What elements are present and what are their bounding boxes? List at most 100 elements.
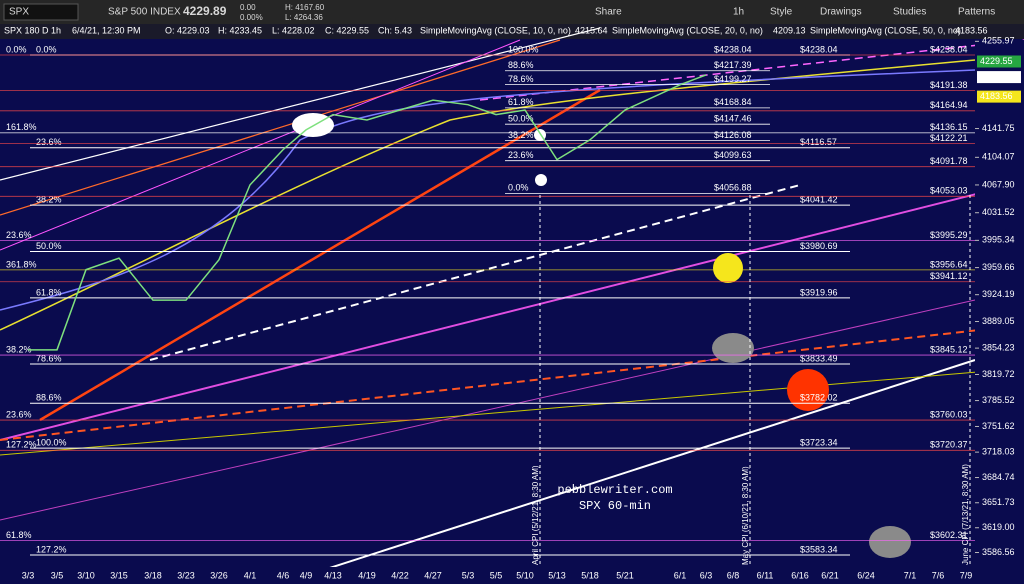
y-tick-label: 3854.23: [982, 342, 1015, 352]
price-badge: [977, 71, 1021, 84]
fib-ratio: 127.2%: [36, 544, 67, 554]
level-ratio: 61.8%: [6, 530, 32, 540]
level-ratio: 361.8%: [6, 259, 37, 269]
pattern-fib-ratio: 88.6%: [508, 60, 534, 70]
fib-ratio: 88.6%: [36, 393, 62, 403]
x-tick-label: 3/18: [144, 570, 162, 580]
legend-low: L: 4228.02: [272, 25, 315, 35]
x-tick-label: 4/9: [300, 570, 313, 580]
pattern-fib-ratio: 61.8%: [508, 97, 534, 107]
x-tick-label: 5/13: [548, 570, 566, 580]
fib-ratio: 78.6%: [36, 353, 62, 363]
trendline: [0, 367, 1024, 456]
pattern-fib-ratio: 23.6%: [508, 150, 534, 160]
x-tick-label: 3/15: [110, 570, 128, 580]
level-price: $4122.21: [930, 133, 968, 143]
trendline: [0, 27, 601, 181]
trendline: [39, 88, 601, 422]
fib-price: $4116.57: [800, 137, 837, 147]
pattern-fib-ratio: 0.0%: [508, 183, 529, 193]
toolbar-button[interactable]: Patterns: [958, 7, 995, 18]
highlight-circle: [292, 113, 334, 137]
price-badge: [977, 90, 1021, 103]
legend-datetime: 6/4/21, 12:30 PM: [72, 25, 141, 35]
level-ratio: 127.2%: [6, 440, 37, 450]
y-tick-label: 3819.72: [982, 369, 1015, 379]
highlight-circle: [535, 174, 547, 186]
fib-price: $3782.02: [800, 393, 838, 403]
x-tick-label: 7/9: [960, 570, 973, 580]
x-tick-label: 6/1: [674, 570, 687, 580]
price-line: [28, 74, 707, 351]
level-price: $3720.37: [930, 440, 968, 450]
pattern-fib-ratio: 100.0%: [508, 44, 539, 54]
y-tick-label: 3889.05: [982, 316, 1015, 326]
study-value: 4183.56: [955, 25, 988, 35]
trendline: [0, 39, 521, 251]
x-tick-label: 5/18: [581, 570, 599, 580]
trendline: [0, 181, 1024, 441]
instrument-name: S&P 500 INDEX: [108, 7, 181, 18]
x-tick-label: 4/19: [358, 570, 376, 580]
y-tick-label: 3785.52: [982, 395, 1015, 405]
toolbar-button[interactable]: Drawings: [820, 7, 862, 18]
event-label: June CPI (7/13/21, 8:30 AM): [961, 464, 970, 565]
level-ratio: 0.0%: [6, 44, 27, 54]
trendline: [0, 39, 561, 216]
toolbar-button[interactable]: Studies: [893, 7, 926, 18]
x-tick-label: 6/21: [821, 570, 839, 580]
price-badge-label: 4209.13: [980, 71, 1013, 81]
pattern-fib-price: $4199.27: [714, 74, 752, 84]
x-tick-label: 4/13: [324, 570, 342, 580]
y-tick-label: 3995.34: [982, 235, 1015, 245]
pattern-fib-ratio: 38.2%: [508, 130, 534, 140]
x-tick-label: 3/3: [22, 570, 35, 580]
fib-price: $3723.34: [800, 437, 838, 447]
level-ratio: 38.2%: [6, 344, 32, 354]
x-tick-label: 5/21: [616, 570, 634, 580]
fib-price: $3583.34: [800, 544, 838, 554]
highlight-circle: [713, 253, 743, 283]
study-name: SimpleMovingAvg (CLOSE, 20, 0, no): [612, 25, 763, 35]
trendline: [0, 299, 976, 521]
fib-price: $4238.04: [800, 44, 838, 54]
price-badge-label: 4183.56: [980, 91, 1013, 101]
y-tick-label: 3718.03: [982, 446, 1015, 456]
y-tick-label: 3651.73: [982, 497, 1015, 507]
fib-price: $4041.42: [800, 195, 838, 205]
change: 0.00: [240, 3, 256, 12]
toolbar-button[interactable]: Share: [595, 7, 622, 18]
x-tick-label: 3/23: [177, 570, 195, 580]
x-tick-label: 4/22: [391, 570, 409, 580]
x-tick-label: 3/5: [51, 570, 64, 580]
y-tick-label: 4141.75: [982, 123, 1015, 133]
toolbar-button[interactable]: Style: [770, 7, 793, 18]
pattern-fib-price: $4168.84: [714, 97, 752, 107]
x-tick-label: 6/3: [700, 570, 713, 580]
level-price: $3760.03: [930, 409, 968, 419]
fib-ratio: 38.2%: [36, 195, 62, 205]
trendline: [279, 359, 976, 584]
level-price: $4091.78: [930, 156, 968, 166]
x-tick-label: 4/6: [277, 570, 290, 580]
level-price: $4053.03: [930, 186, 968, 196]
x-tick-label: 6/11: [757, 570, 774, 580]
level-price: $3941.12: [930, 271, 968, 281]
level-ratio: 161.8%: [6, 122, 37, 132]
y-tick-label: 4031.52: [982, 207, 1015, 217]
x-tick-label: 5/10: [516, 570, 534, 580]
x-tick-label: 4/1: [244, 570, 257, 580]
legend-close: C: 4229.55: [325, 25, 369, 35]
toolbar-button[interactable]: 1h: [733, 7, 744, 18]
pattern-fib-price: $4147.46: [714, 114, 752, 124]
date-axis: [0, 567, 1024, 584]
x-tick-label: 5/3: [462, 570, 475, 580]
change-pct: 0.00%: [240, 13, 263, 22]
fib-price: $3919.96: [800, 287, 838, 297]
level-ratio: 23.6%: [6, 409, 32, 419]
x-tick-label: 6/8: [727, 570, 740, 580]
symbol-box[interactable]: [3, 3, 79, 21]
pattern-fib-price: $4056.88: [714, 183, 752, 193]
y-tick-label: 4104.07: [982, 152, 1015, 162]
